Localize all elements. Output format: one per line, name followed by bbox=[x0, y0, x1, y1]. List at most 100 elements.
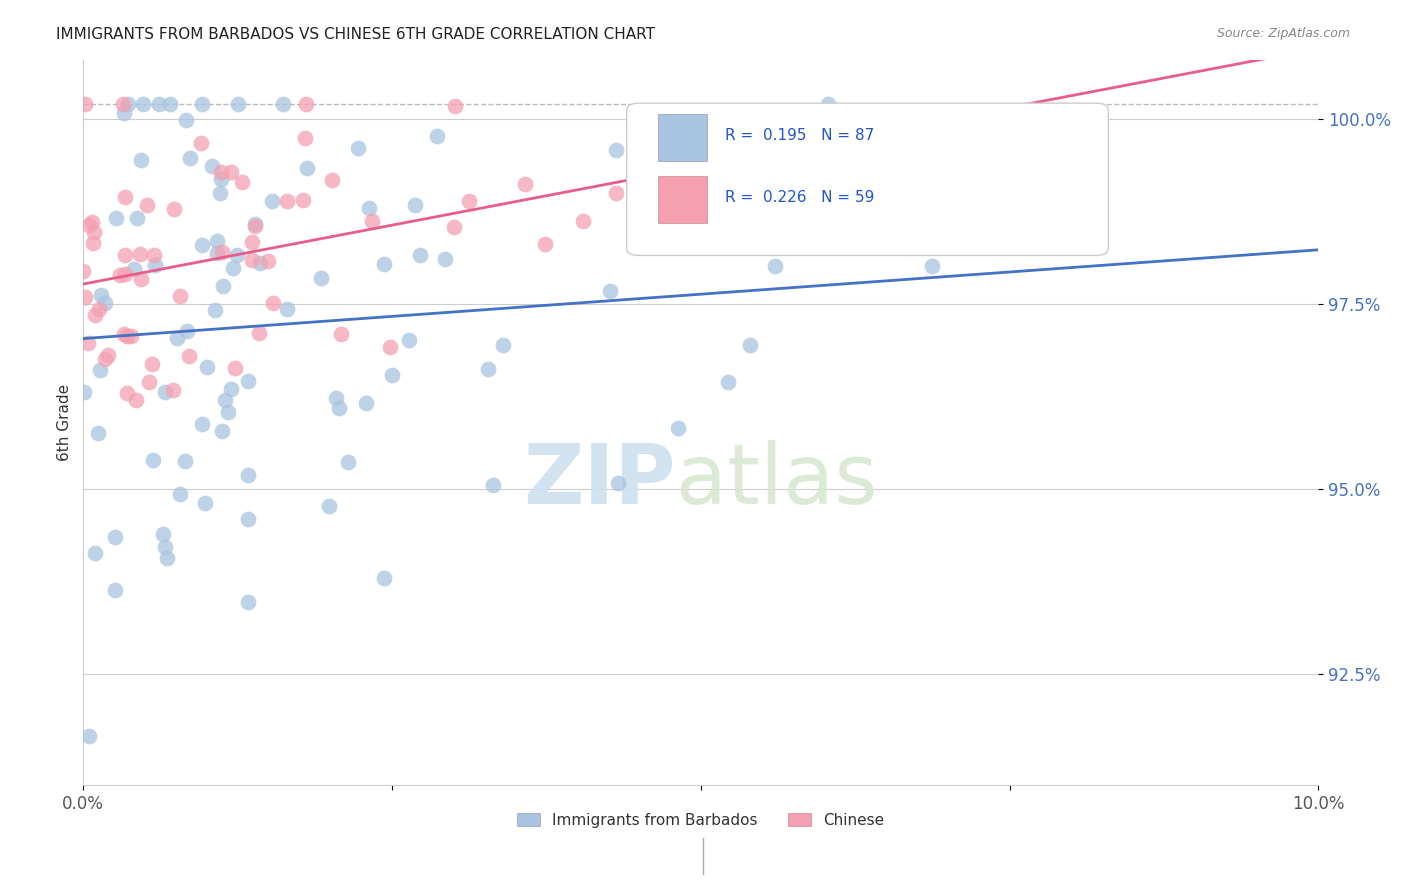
Point bbox=[179, 151, 201, 165]
Point bbox=[208, 186, 231, 200]
Point bbox=[115, 328, 138, 343]
Point bbox=[606, 476, 628, 491]
Point bbox=[328, 401, 350, 415]
Point bbox=[114, 190, 136, 204]
Point bbox=[605, 144, 627, 158]
Point bbox=[337, 455, 360, 469]
Point bbox=[125, 393, 148, 408]
Point bbox=[174, 112, 197, 127]
Point bbox=[162, 383, 184, 397]
Point bbox=[295, 161, 318, 175]
Point bbox=[191, 97, 214, 112]
Point bbox=[398, 333, 420, 347]
Point bbox=[373, 571, 395, 585]
Point bbox=[211, 425, 233, 439]
Point bbox=[599, 285, 621, 299]
Point bbox=[173, 454, 195, 468]
Point bbox=[217, 405, 239, 419]
Point bbox=[219, 382, 242, 396]
Point bbox=[125, 211, 148, 225]
Point bbox=[226, 97, 249, 112]
Point bbox=[190, 136, 212, 150]
Point bbox=[77, 218, 100, 232]
Point bbox=[249, 256, 271, 270]
Point bbox=[90, 288, 112, 302]
Point bbox=[143, 248, 166, 262]
Point bbox=[409, 248, 432, 262]
Point bbox=[115, 386, 138, 401]
Text: R =  0.195   N = 87: R = 0.195 N = 87 bbox=[725, 128, 875, 144]
Point bbox=[166, 331, 188, 345]
Point bbox=[357, 201, 380, 215]
Point bbox=[236, 511, 259, 525]
Point bbox=[155, 384, 177, 399]
Text: Source: ZipAtlas.com: Source: ZipAtlas.com bbox=[1216, 27, 1350, 40]
Point bbox=[82, 215, 104, 229]
Point bbox=[249, 326, 271, 340]
Point bbox=[231, 175, 253, 189]
Point bbox=[572, 214, 595, 228]
Point bbox=[404, 197, 426, 211]
Point bbox=[444, 99, 467, 113]
Point bbox=[72, 263, 94, 277]
Point bbox=[426, 129, 449, 144]
Point bbox=[330, 326, 353, 341]
Point bbox=[138, 376, 160, 390]
Point bbox=[211, 245, 233, 260]
Point bbox=[717, 375, 740, 389]
Point bbox=[83, 225, 105, 239]
Point bbox=[94, 296, 117, 310]
Point bbox=[194, 496, 217, 510]
Point bbox=[87, 426, 110, 441]
Point bbox=[97, 348, 120, 362]
Point bbox=[204, 303, 226, 318]
Point bbox=[360, 214, 382, 228]
Point bbox=[200, 159, 222, 173]
Point bbox=[378, 340, 401, 354]
Bar bbox=[658, 114, 707, 161]
Point bbox=[257, 254, 280, 268]
Point bbox=[114, 267, 136, 281]
Point bbox=[276, 301, 298, 316]
Point bbox=[207, 246, 229, 260]
Point bbox=[236, 375, 259, 389]
Point bbox=[195, 359, 218, 374]
Point bbox=[434, 252, 457, 266]
Point bbox=[112, 105, 135, 120]
Point bbox=[84, 546, 107, 560]
Point bbox=[152, 527, 174, 541]
Point bbox=[163, 202, 186, 216]
Point bbox=[262, 295, 284, 310]
Text: IMMIGRANTS FROM BARBADOS VS CHINESE 6TH GRADE CORRELATION CHART: IMMIGRANTS FROM BARBADOS VS CHINESE 6TH … bbox=[56, 27, 655, 42]
Point bbox=[738, 338, 761, 352]
Point bbox=[89, 363, 111, 377]
Point bbox=[112, 97, 135, 112]
Point bbox=[114, 248, 136, 262]
Point bbox=[129, 247, 152, 261]
Text: ZIP: ZIP bbox=[523, 440, 676, 521]
Point bbox=[77, 729, 100, 743]
Point bbox=[318, 499, 340, 513]
Point bbox=[73, 290, 96, 304]
Point bbox=[373, 257, 395, 271]
Point bbox=[169, 289, 191, 303]
Point bbox=[212, 279, 235, 293]
Point bbox=[82, 235, 104, 250]
Point bbox=[243, 217, 266, 231]
Point bbox=[209, 171, 232, 186]
Point bbox=[222, 260, 245, 275]
Point bbox=[205, 234, 228, 248]
Point bbox=[156, 551, 179, 566]
Point bbox=[190, 417, 212, 432]
Point bbox=[325, 391, 347, 405]
Point bbox=[87, 302, 110, 317]
Point bbox=[236, 595, 259, 609]
Point bbox=[108, 268, 131, 283]
Point bbox=[443, 220, 465, 235]
Point bbox=[117, 97, 139, 112]
Point bbox=[817, 97, 839, 112]
Point bbox=[159, 97, 181, 112]
Point bbox=[209, 164, 232, 178]
Point bbox=[131, 153, 153, 167]
Point bbox=[73, 97, 96, 112]
